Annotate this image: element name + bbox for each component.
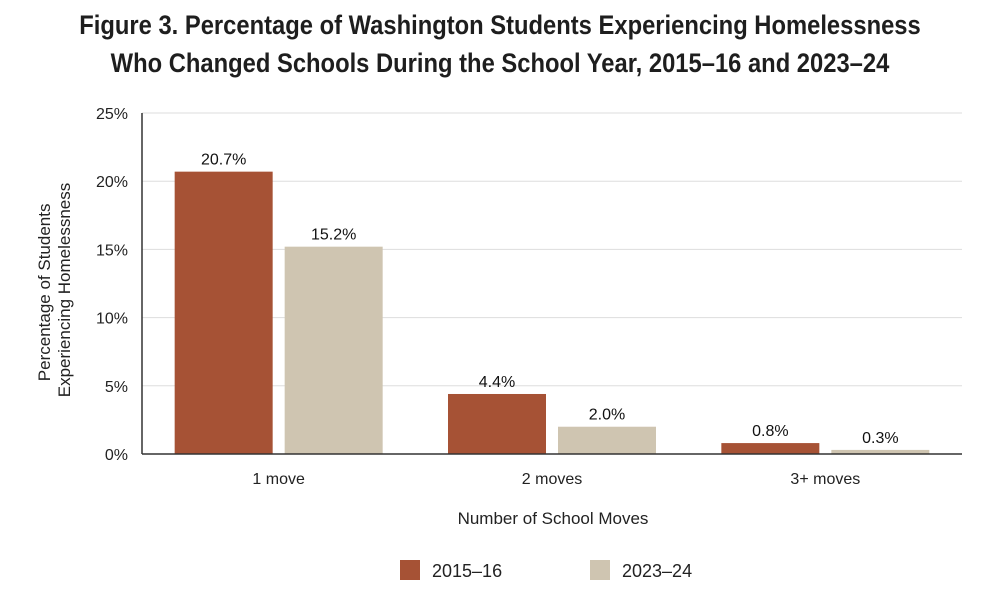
y-tick-label: 15% [96,242,128,259]
bar [831,449,930,454]
bar [721,443,820,454]
y-tick-label: 10% [96,311,128,328]
x-tick-label: 3+ moves [790,471,860,488]
x-tick-label: 2 moves [522,471,582,488]
data-label: 20.7% [201,152,246,169]
bar [558,426,656,454]
y-axis-title-line-1: Percentage of Students [35,204,54,382]
x-tick-label: 1 move [252,471,305,488]
data-label: 0.8% [752,423,788,440]
y-axis-title: Percentage of Students Experiencing Home… [35,183,74,398]
y-tick-label: 0% [105,447,128,464]
chart-title: Figure 3. Percentage of Washington Stude… [0,6,1000,82]
axes [141,113,962,455]
y-tick-label: 20% [96,174,128,191]
data-label: 15.2% [311,227,356,244]
bar [448,393,546,454]
chart-title-line-2: Who Changed Schools During the School Ye… [110,48,890,78]
y-tick-label: 5% [105,379,128,396]
legend-label: 2015–16 [432,561,502,581]
chart-title-line-1: Figure 3. Percentage of Washington Stude… [79,10,921,40]
data-label: 4.4% [479,374,515,391]
bars [174,171,930,455]
y-tick-labels: 0% 5% 10% 15% 20% 25% [96,106,128,464]
y-axis-title-line-2: Experiencing Homelessness [55,183,74,398]
legend-item: 2023–24 [590,560,692,581]
data-labels: 20.7% 15.2% 4.4% 2.0% 0.8% 0.3% [201,152,899,447]
data-label: 2.0% [589,407,625,424]
gridlines [142,112,962,387]
bar [284,246,383,454]
x-axis-title: Number of School Moves [458,509,649,528]
legend-swatch [400,560,420,580]
legend-swatch [590,560,610,580]
bar [174,171,273,455]
legend: 2015–16 2023–24 [400,560,692,581]
legend-label: 2023–24 [622,561,692,581]
legend-item: 2015–16 [400,560,502,581]
data-label: 0.3% [862,430,898,447]
axis-titles: Number of School Moves Percentage of Stu… [35,183,648,528]
y-tick-label: 25% [96,106,128,123]
x-tick-labels: 1 move 2 moves 3+ moves [252,471,860,488]
